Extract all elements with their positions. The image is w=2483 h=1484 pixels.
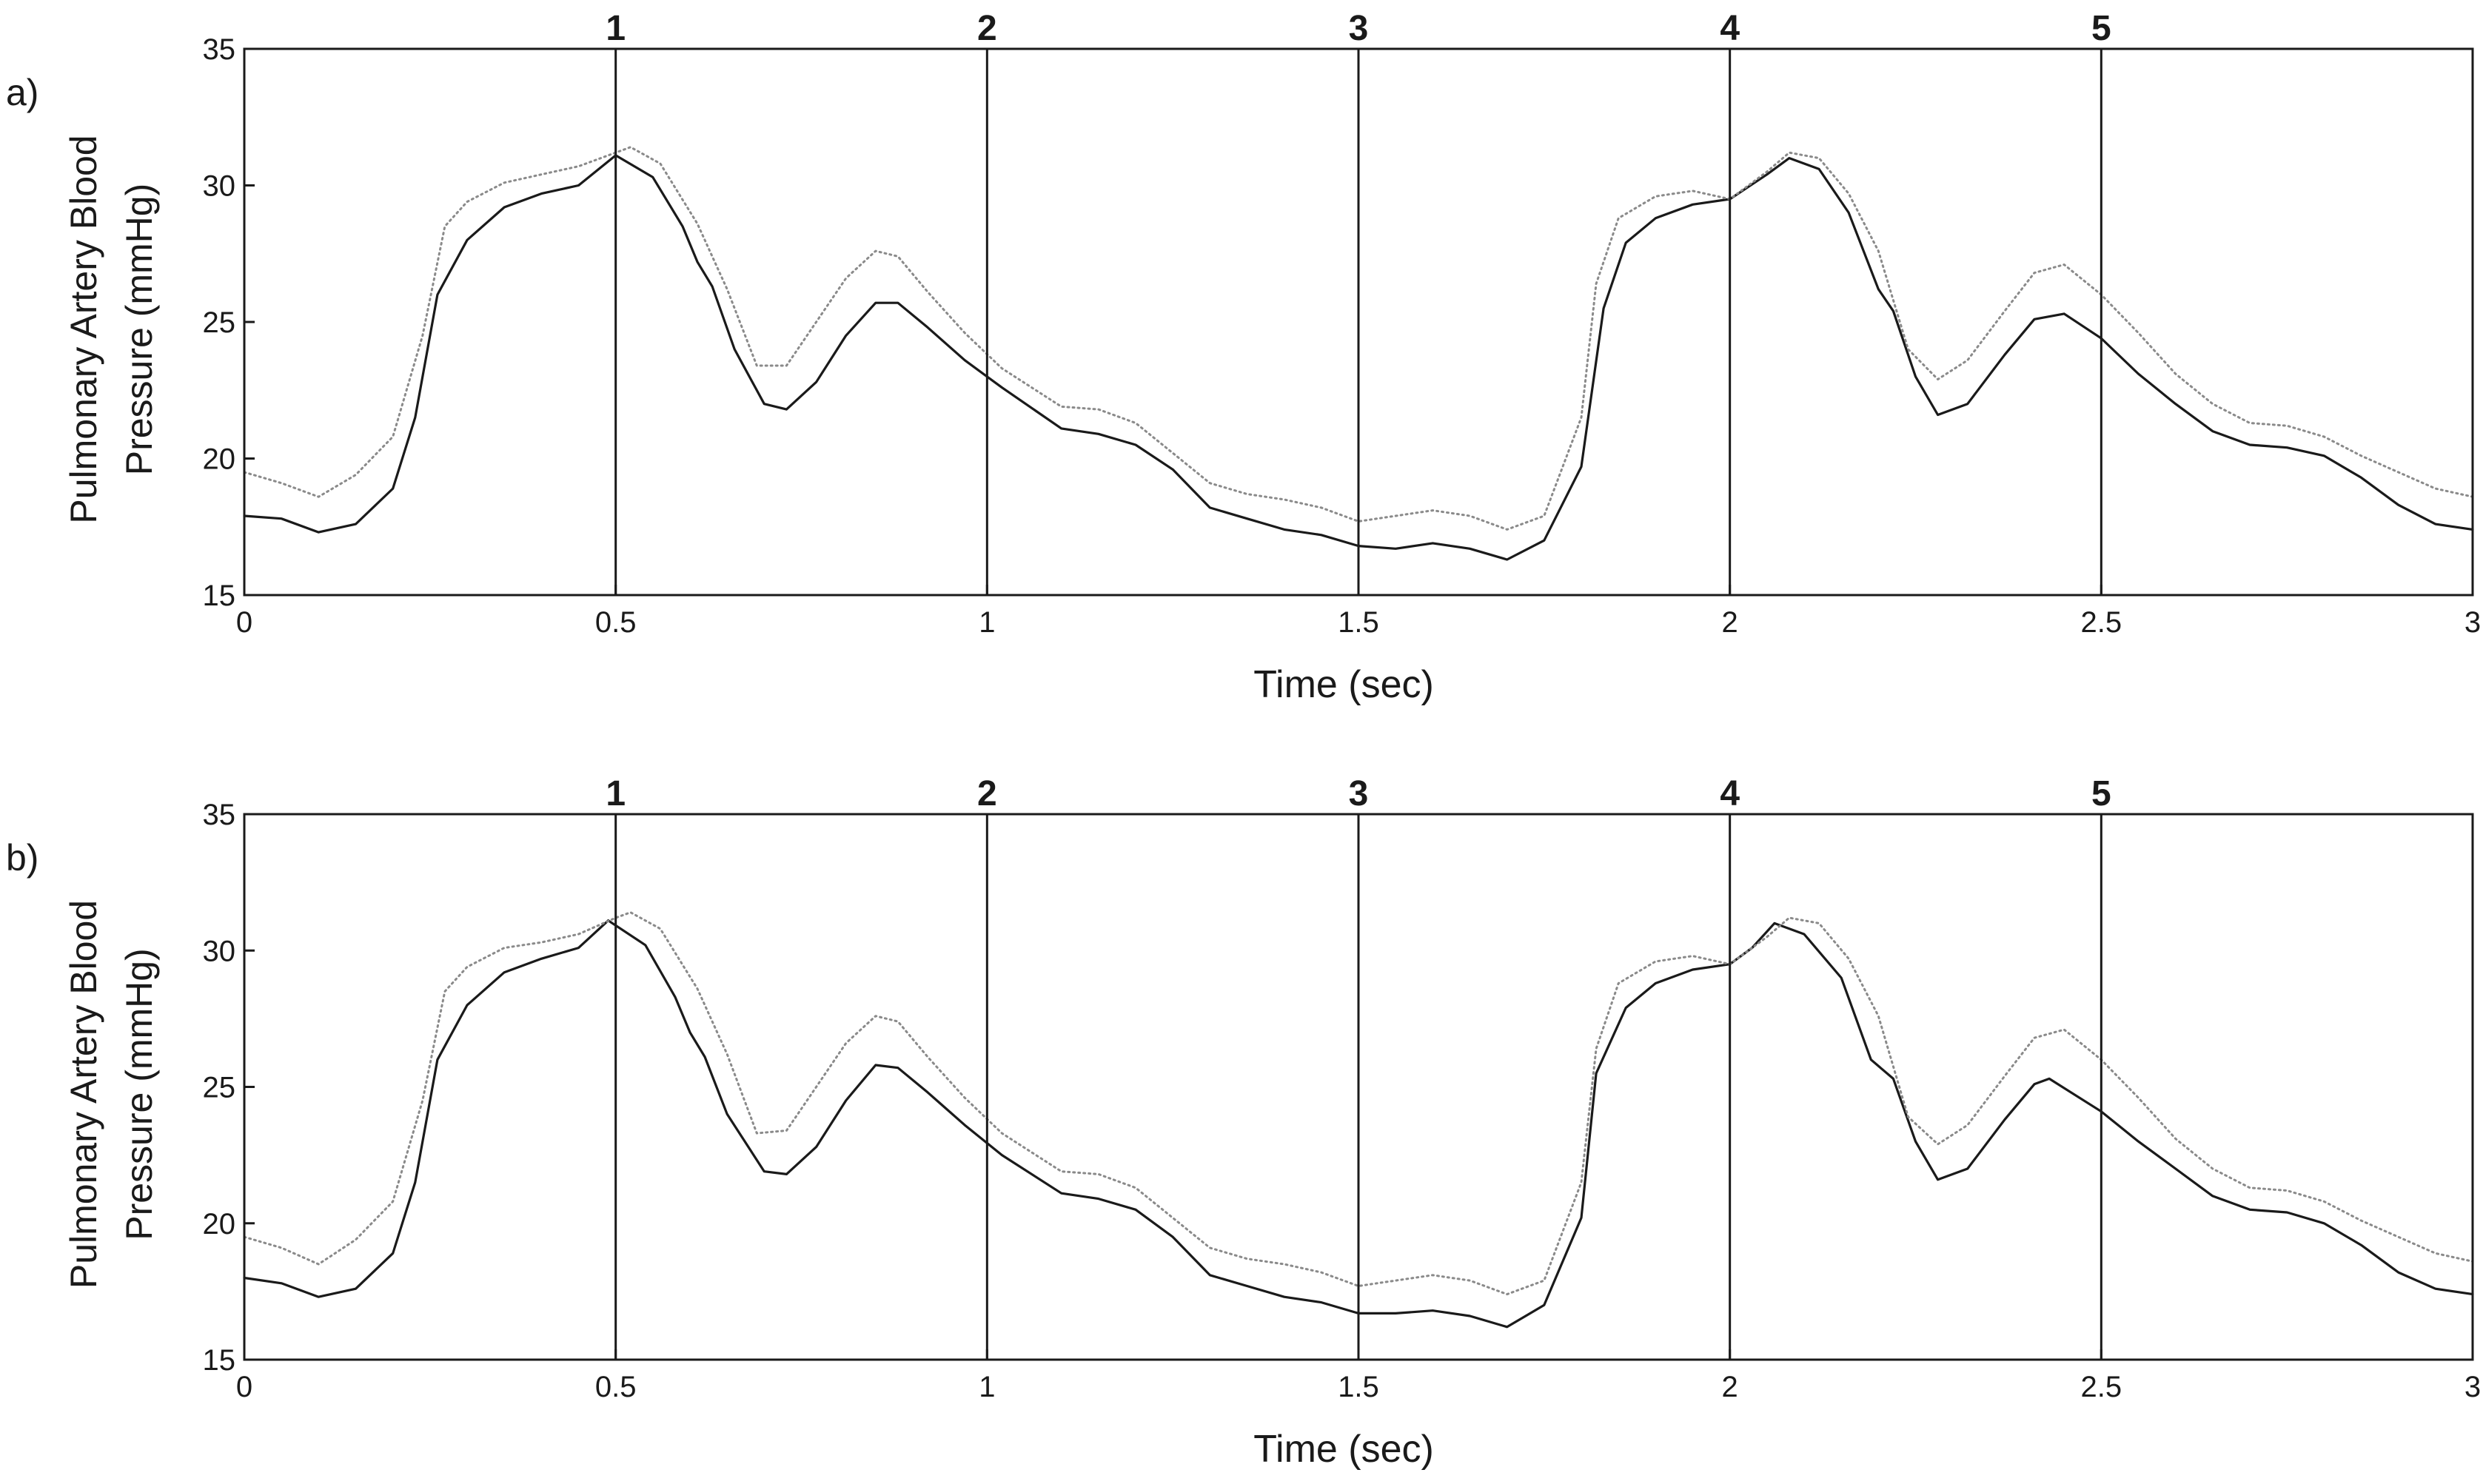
x-axis-label: Time (sec) [1253,1428,1434,1471]
marker-label-4: 4 [1720,774,1740,813]
x-tick-label: 0.5 [595,606,637,639]
x-tick-label: 0.5 [595,1371,637,1403]
marker-label-2: 2 [977,9,997,48]
marker-label-1: 1 [606,9,626,48]
panel-label: b) [6,837,38,879]
x-tick-label: 1.5 [1338,606,1379,639]
x-axis-label: Time (sec) [1253,663,1434,706]
y-tick-label: 25 [203,1072,236,1104]
marker-label-4: 4 [1720,9,1740,48]
marker-label-1: 1 [606,774,626,813]
x-tick-label: 1 [979,606,995,639]
panel-b: 1 2 3 4 5 0 0.5 1 1.5 2 2.5 3 15 20 25 30 35 Time (sec) Pu… [6,774,2481,1471]
panel-label: a) [6,72,38,113]
y-axis-label-line-1: Pulmonary Artery Blood [63,900,104,1289]
x-tick-label: 2.5 [2081,1371,2122,1403]
x-tick-label: 1.5 [1338,1371,1379,1403]
x-tick-label: 1 [979,1371,995,1403]
x-tick-label: 2 [1722,606,1738,639]
x-tick-label: 0 [236,606,252,639]
x-tick-label: 3 [2464,606,2481,639]
y-tick-label: 35 [203,799,236,831]
y-axis-label-line-1: Pulmonary Artery Blood [63,135,104,523]
marker-label-3: 3 [1349,9,1369,48]
y-tick-label: 20 [203,443,236,476]
x-tick-label: 3 [2464,1371,2481,1403]
x-tick-label: 2.5 [2081,606,2122,639]
panel-a: 1 2 3 4 5 0 0.5 1 1.5 2 2.5 3 15 20 25 30 35 Time (sec) Pu… [6,9,2481,706]
marker-label-2: 2 [977,774,997,813]
marker-label-5: 5 [2091,9,2111,48]
y-axis-label-line-2: Pressure (mmHg) [118,948,160,1240]
y-tick-label: 15 [203,580,236,612]
marker-label-5: 5 [2091,774,2111,813]
y-tick-label: 20 [203,1208,236,1240]
y-tick-label: 35 [203,33,236,66]
x-tick-label: 0 [236,1371,252,1403]
y-tick-label: 30 [203,170,236,203]
y-tick-label: 25 [203,306,236,339]
y-tick-label: 15 [203,1344,236,1377]
y-axis-label-line-2: Pressure (mmHg) [118,184,160,475]
marker-label-3: 3 [1349,774,1369,813]
y-tick-label: 30 [203,935,236,967]
x-tick-label: 2 [1722,1371,1738,1403]
